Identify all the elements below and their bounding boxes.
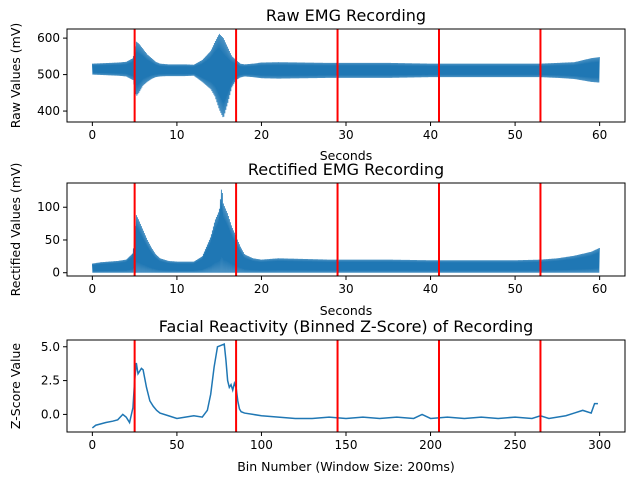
zscore-y-label: Z-Score Value (8, 343, 23, 429)
raw-emg-panel: Raw EMG Recording 0 10 20 30 40 50 60 400 500 60… (8, 6, 626, 163)
rectified-emg-axes-frame (66, 182, 626, 277)
zscore-x-tick-label: 250 (504, 438, 527, 452)
zscore-y-tick-label: 5.0 (41, 340, 60, 354)
zscore-plot-area (91, 340, 598, 432)
raw-emg-y-tick-label: 400 (37, 104, 60, 118)
raw-emg-x-tick-label: 0 (89, 128, 97, 142)
zscore-y-ticks: 0.0 2.5 5.0 (41, 340, 67, 421)
rectified-emg-y-ticks: 0 50 100 (37, 200, 67, 280)
zscore-series-line (91, 342, 598, 429)
rectified-emg-x-tick-label: 60 (592, 282, 607, 296)
raw-emg-x-tick-label: 30 (338, 128, 353, 142)
zscore-x-tick-label: 0 (89, 438, 97, 452)
raw-emg-x-tick-label: 10 (169, 128, 184, 142)
raw-emg-title: Raw EMG Recording (266, 6, 426, 25)
zscore-x-tick-label: 50 (169, 438, 184, 452)
raw-emg-x-tick-label: 20 (254, 128, 269, 142)
zscore-x-tick-label: 300 (588, 438, 611, 452)
raw-emg-y-ticks: 400 500 600 (37, 31, 67, 118)
rectified-emg-x-tick-label: 40 (423, 282, 438, 296)
rectified-emg-x-tick-label: 10 (169, 282, 184, 296)
raw-emg-x-tick-label: 60 (592, 128, 607, 142)
rectified-emg-x-tick-label: 0 (89, 282, 97, 296)
raw-emg-y-tick-label: 500 (37, 68, 60, 82)
zscore-x-label: Bin Number (Window Size: 200ms) (237, 459, 455, 474)
zscore-x-ticks: 0 50 100 150 200 250 300 (89, 432, 611, 452)
zscore-panel: Facial Reactivity (Binned Z-Score) of Re… (8, 317, 626, 474)
raw-emg-x-tick-label: 50 (507, 128, 522, 142)
raw-emg-x-label: Seconds (320, 148, 373, 163)
rectified-emg-plot-area (91, 183, 600, 276)
rectified-emg-x-tick-label: 30 (338, 282, 353, 296)
zscore-title: Facial Reactivity (Binned Z-Score) of Re… (159, 317, 534, 336)
rectified-emg-x-label: Seconds (320, 303, 373, 318)
raw-emg-y-tick-label: 600 (37, 31, 60, 45)
raw-emg-y-label: Raw Values (mV) (8, 23, 23, 129)
raw-emg-plot-area (91, 29, 600, 122)
zscore-y-tick-label: 2.5 (41, 374, 60, 388)
rectified-emg-y-tick-label: 100 (37, 200, 60, 214)
rectified-emg-x-tick-label: 20 (254, 282, 269, 296)
raw-emg-x-tick-label: 40 (423, 128, 438, 142)
rectified-emg-y-tick-label: 0 (52, 266, 60, 280)
rectified-emg-title: Rectified EMG Recording (248, 160, 444, 179)
rectified-emg-x-ticks: 0 10 20 30 40 50 60 (89, 276, 607, 296)
rectified-emg-y-label: Rectified Values (mV) (8, 163, 23, 297)
rectified-emg-panel: Rectified EMG Recording 0 10 20 30 40 50 60 0 5… (8, 160, 626, 318)
rectified-emg-x-tick-label: 50 (507, 282, 522, 296)
raw-emg-axes-frame (66, 28, 626, 123)
raw-emg-signal-line (91, 33, 600, 118)
zscore-x-tick-label: 200 (419, 438, 442, 452)
rectified-emg-y-tick-label: 50 (45, 233, 60, 247)
zscore-axes-frame (66, 339, 626, 433)
zscore-x-tick-label: 100 (250, 438, 273, 452)
zscore-y-tick-label: 0.0 (41, 407, 60, 421)
rectified-emg-signal-line (91, 189, 600, 273)
raw-emg-x-ticks: 0 10 20 30 40 50 60 (89, 122, 607, 142)
zscore-x-tick-label: 150 (335, 438, 358, 452)
